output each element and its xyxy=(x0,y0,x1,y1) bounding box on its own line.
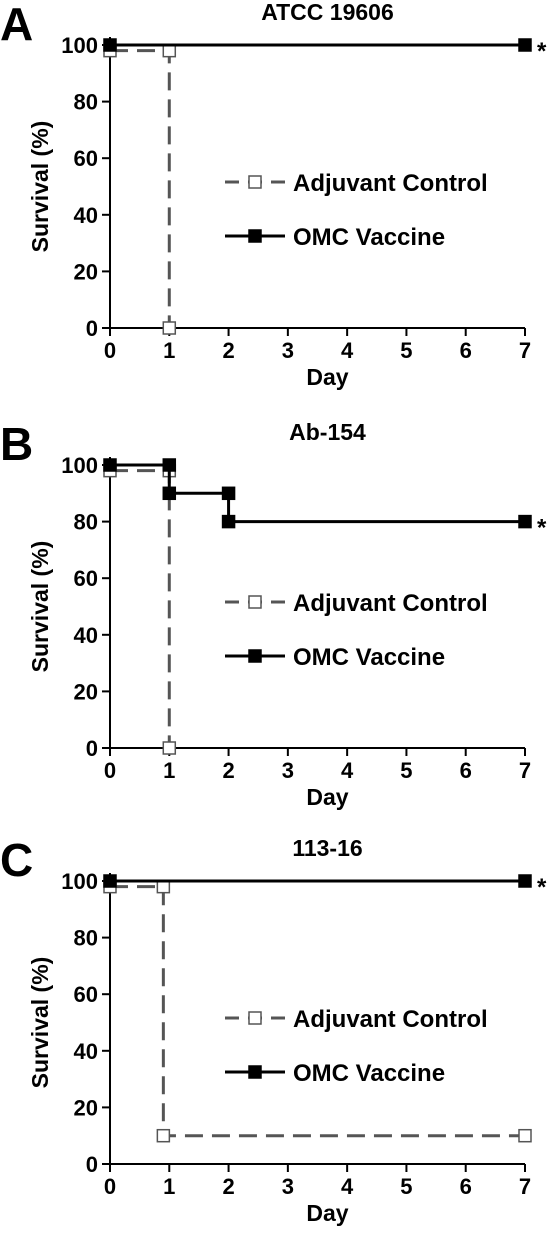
legend-label-1: Adjuvant Control xyxy=(293,170,488,197)
y-tick-label: 20 xyxy=(74,1095,98,1120)
panel-letter: A xyxy=(0,0,33,50)
y-tick-label: 100 xyxy=(61,869,98,894)
chart-title: 113-16 xyxy=(292,835,362,861)
x-tick-label: 5 xyxy=(400,1174,412,1199)
x-tick-label: 6 xyxy=(460,338,472,363)
x-tick-label: 6 xyxy=(460,758,472,783)
legend-label-2: OMC Vaccine xyxy=(293,1060,445,1087)
legend-marker-2 xyxy=(248,649,262,663)
x-tick-label: 5 xyxy=(400,758,412,783)
y-tick-label: 80 xyxy=(74,510,98,535)
x-tick-label: 3 xyxy=(282,758,294,783)
panel-letter: C xyxy=(0,834,33,886)
chart-title: Ab-154 xyxy=(289,419,366,445)
x-tick-label: 7 xyxy=(519,338,531,363)
data-point-2 xyxy=(162,486,177,501)
data-point-1 xyxy=(156,1128,171,1143)
legend-marker-1 xyxy=(248,595,262,609)
y-tick-label: 100 xyxy=(61,33,98,58)
x-tick-label: 4 xyxy=(341,758,354,783)
y-tick-label: 40 xyxy=(74,203,98,228)
y-tick-label: 80 xyxy=(74,926,98,951)
x-tick-label: 1 xyxy=(163,758,175,783)
x-tick-label: 2 xyxy=(222,758,234,783)
x-tick-label: 2 xyxy=(222,1174,234,1199)
significance-marker: * xyxy=(537,874,547,901)
y-tick-label: 20 xyxy=(74,679,98,704)
data-point-1 xyxy=(162,321,177,335)
significance-marker: * xyxy=(537,515,547,542)
y-tick-label: 60 xyxy=(74,982,98,1007)
data-point-2 xyxy=(518,874,532,888)
y-tick-label: 0 xyxy=(86,736,98,761)
legend-label-1: Adjuvant Control xyxy=(293,1006,488,1033)
data-point-2 xyxy=(518,514,532,529)
y-tick-label: 40 xyxy=(74,623,98,648)
x-tick-label: 1 xyxy=(163,1174,175,1199)
legend-label-2: OMC Vaccine xyxy=(293,644,445,671)
chart-panel-c: C 113-16 0 20 40 60 80 100 0 1 2 3 4 5 6 7 Day Survival (… xyxy=(0,834,550,1246)
chart-svg-a: A ATCC 19606 0 20 40 60 80 100 0 1 2 3 4 5 6 7 Day Surviv… xyxy=(0,0,547,390)
x-tick-label: 0 xyxy=(104,338,116,363)
legend-marker-2 xyxy=(248,1065,262,1079)
chart-svg-c: C 113-16 0 20 40 60 80 100 0 1 2 3 4 5 6 7 Day Survival (… xyxy=(0,834,547,1226)
y-tick-label: 100 xyxy=(61,453,98,478)
y-tick-label: 0 xyxy=(86,1152,98,1177)
x-axis-label: Day xyxy=(306,1200,348,1226)
legend-label-2: OMC Vaccine xyxy=(293,224,445,251)
data-point-2 xyxy=(103,458,117,472)
panel-letter: B xyxy=(0,418,33,470)
data-point-2 xyxy=(103,38,117,52)
series-line-2 xyxy=(110,463,525,524)
series-line-1 xyxy=(110,469,171,748)
series-line-1 xyxy=(110,49,171,328)
x-tick-label: 0 xyxy=(104,1174,116,1199)
data-point-2 xyxy=(103,874,117,888)
legend-marker-1 xyxy=(248,1011,262,1025)
x-tick-label: 2 xyxy=(222,338,234,363)
x-axis-label: Day xyxy=(306,364,348,390)
x-tick-label: 0 xyxy=(104,758,116,783)
chart-svg-b: B Ab-154 0 20 40 60 80 100 0 1 2 3 4 5 6 7 Day Survival (… xyxy=(0,418,547,810)
chart-panel-a: A ATCC 19606 0 20 40 60 80 100 0 1 2 3 4 5 6 7 Day Surviv… xyxy=(0,0,550,410)
x-tick-label: 6 xyxy=(460,1174,472,1199)
legend-marker-1 xyxy=(248,175,262,189)
legend-marker-2 xyxy=(248,229,262,243)
chart-title: ATCC 19606 xyxy=(261,0,394,25)
data-point-2 xyxy=(221,486,236,501)
significance-marker: * xyxy=(537,38,547,65)
y-tick-label: 60 xyxy=(74,566,98,591)
data-point-2 xyxy=(221,514,236,529)
y-axis-label: Survival (%) xyxy=(27,541,53,673)
x-axis-label: Day xyxy=(306,784,348,810)
chart-panel-b: B Ab-154 0 20 40 60 80 100 0 1 2 3 4 5 6 7 Day Survival (… xyxy=(0,418,550,830)
data-point-2 xyxy=(518,38,532,52)
y-axis-label: Survival (%) xyxy=(27,957,53,1089)
x-tick-label: 4 xyxy=(341,1174,354,1199)
series-line-1 xyxy=(110,885,525,1138)
x-tick-label: 3 xyxy=(282,1174,294,1199)
data-point-1 xyxy=(162,741,177,755)
x-tick-label: 7 xyxy=(519,1174,531,1199)
y-axis-label: Survival (%) xyxy=(27,121,53,253)
y-tick-label: 20 xyxy=(74,259,98,284)
x-tick-label: 7 xyxy=(519,758,531,783)
x-tick-label: 5 xyxy=(400,338,412,363)
x-tick-label: 1 xyxy=(163,338,175,363)
y-tick-label: 40 xyxy=(74,1039,98,1064)
data-point-1 xyxy=(518,1128,532,1143)
legend-label-1: Adjuvant Control xyxy=(293,590,488,617)
y-tick-label: 60 xyxy=(74,146,98,171)
y-tick-label: 80 xyxy=(74,90,98,115)
data-point-2 xyxy=(162,458,177,472)
x-tick-label: 4 xyxy=(341,338,354,363)
x-tick-label: 3 xyxy=(282,338,294,363)
y-tick-label: 0 xyxy=(86,316,98,341)
